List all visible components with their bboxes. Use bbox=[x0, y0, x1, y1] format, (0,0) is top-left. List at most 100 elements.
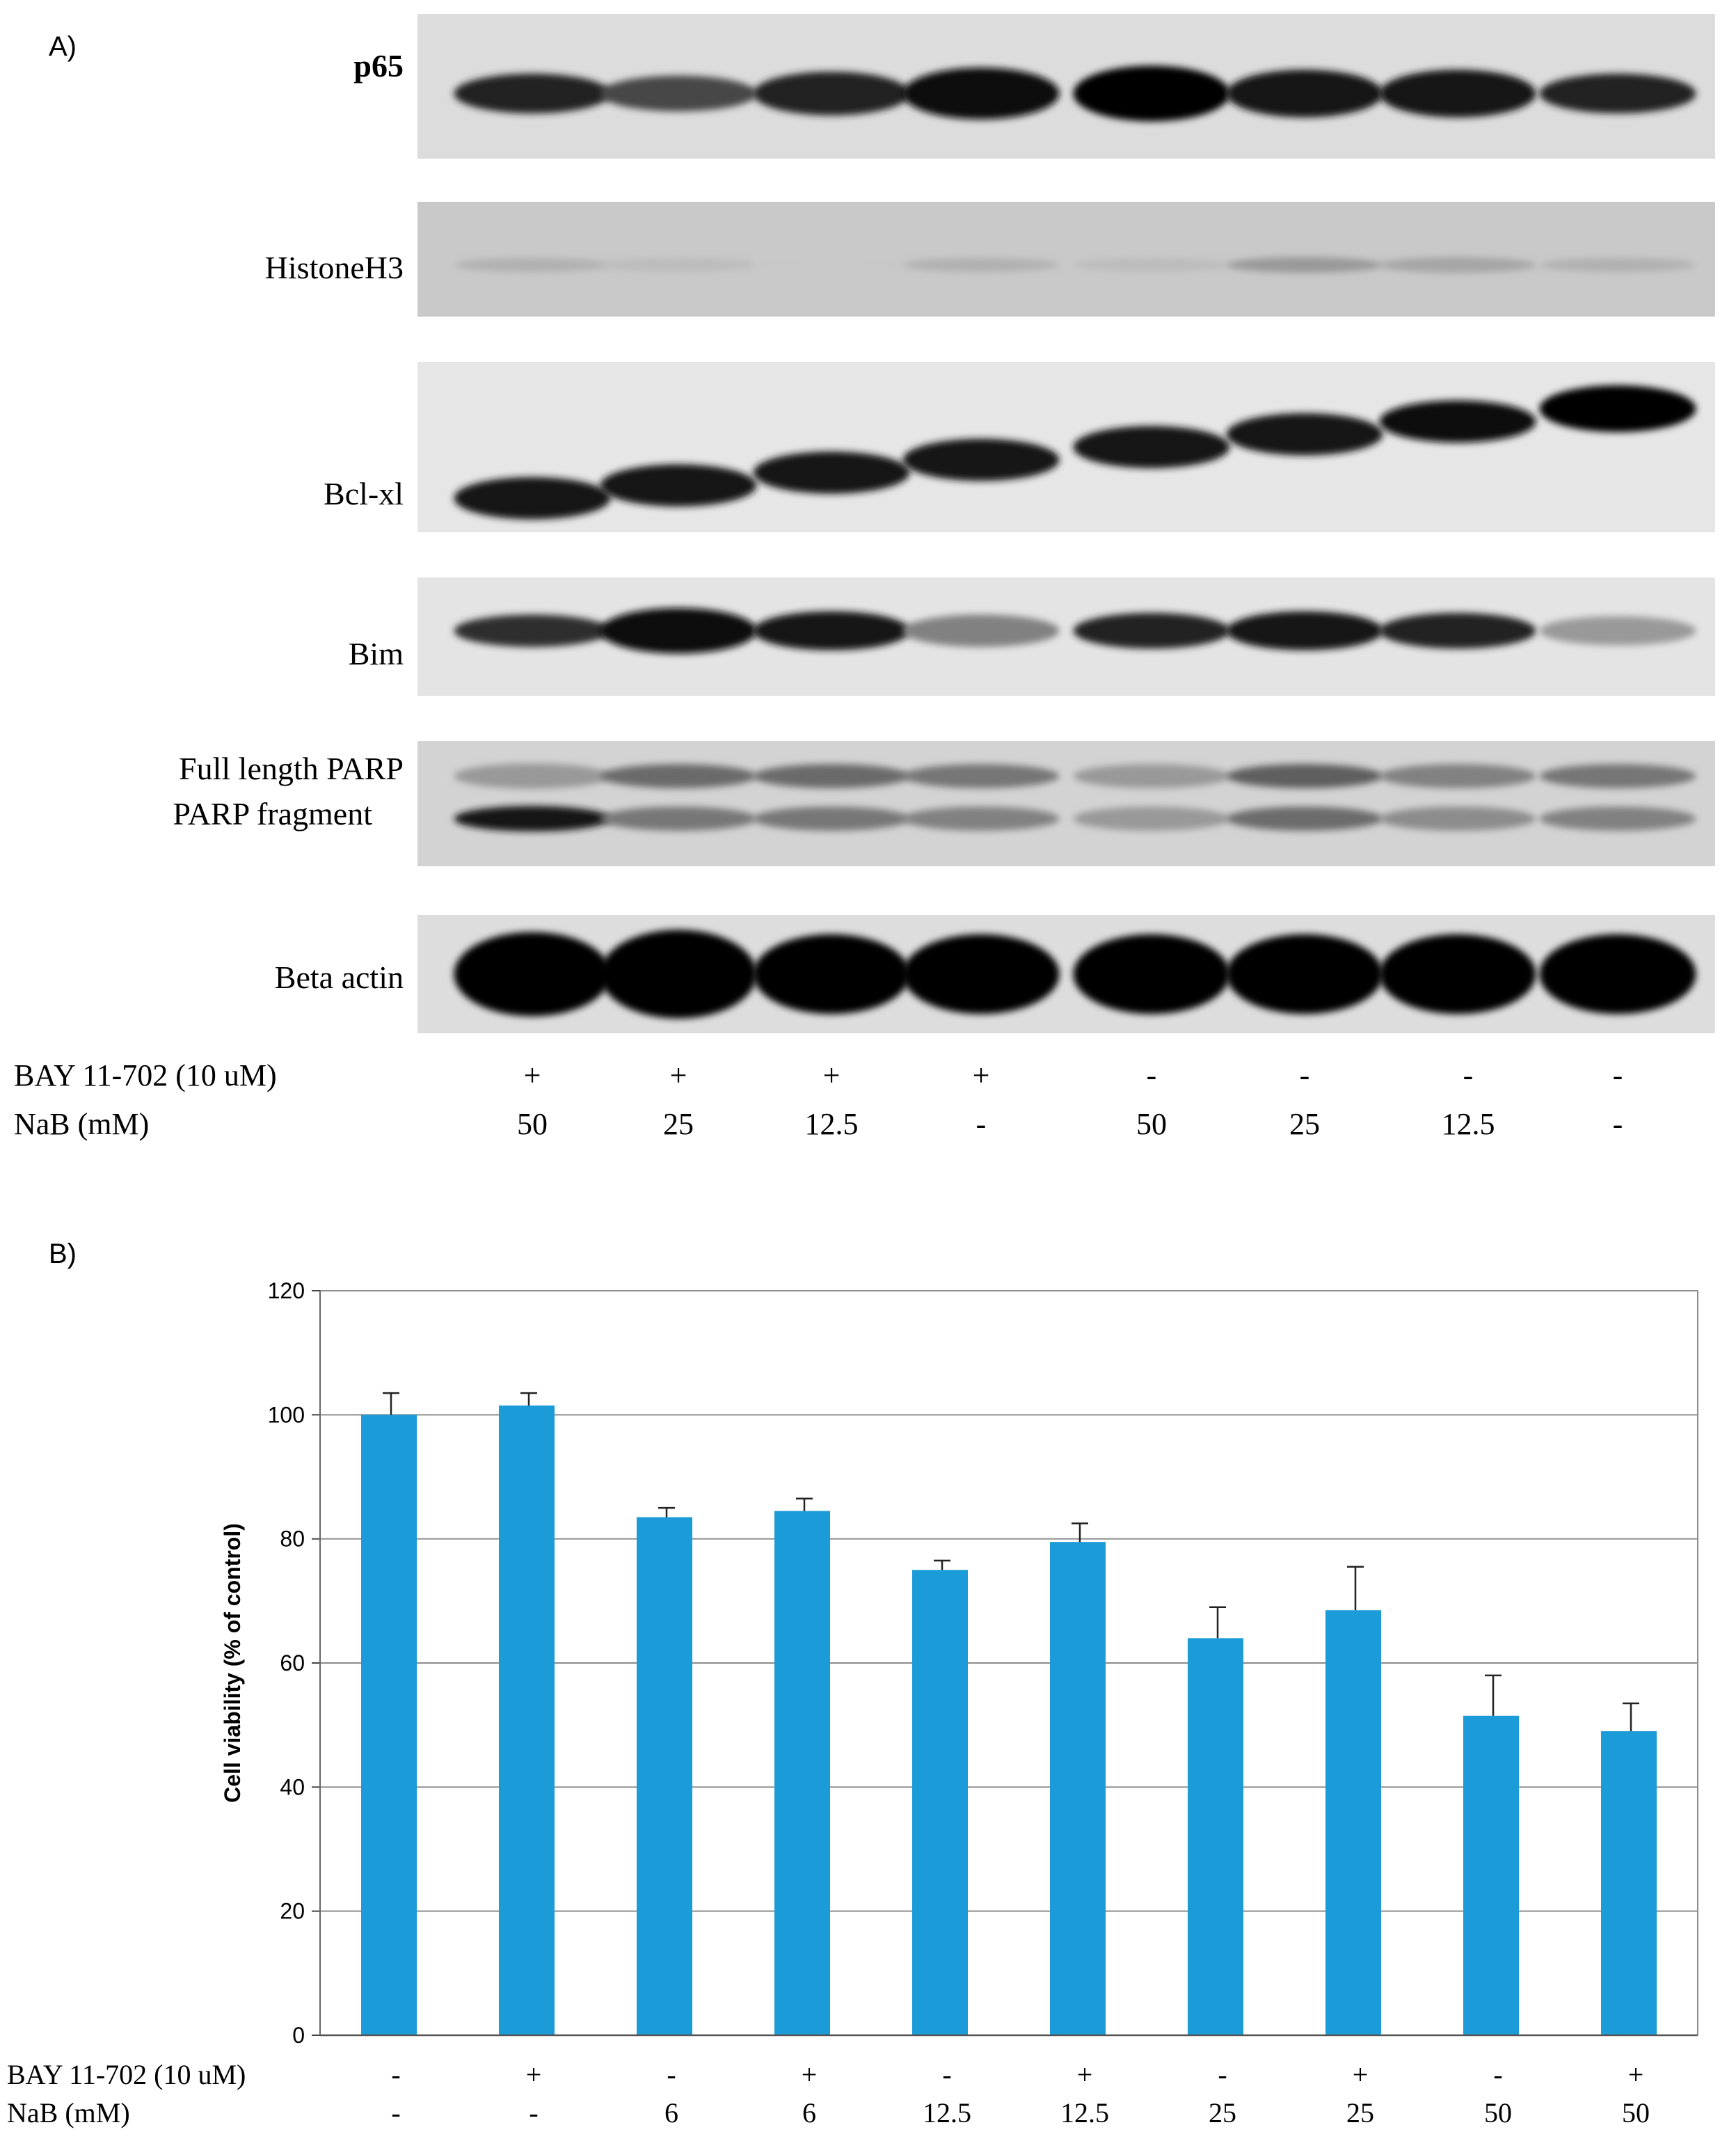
x-condition-value: + bbox=[802, 2059, 818, 2090]
band bbox=[753, 451, 910, 494]
lane-condition-value: 12.5 bbox=[1442, 1107, 1495, 1141]
band-parp-fragment bbox=[600, 806, 757, 831]
blot-strip bbox=[417, 362, 1715, 532]
y-tick-label: 100 bbox=[268, 1402, 305, 1427]
band-full-length-parp bbox=[1226, 764, 1383, 788]
lane-condition-value: + bbox=[973, 1058, 990, 1092]
blot-strip bbox=[417, 741, 1715, 866]
band bbox=[1226, 413, 1383, 456]
panel-a-label: A) bbox=[49, 31, 77, 62]
x-condition-value: + bbox=[526, 2059, 542, 2090]
band-parp-fragment bbox=[1539, 806, 1696, 831]
lane-condition-value: 50 bbox=[517, 1107, 548, 1141]
panel-a-conditions: BAY 11-702 (10 uM) + + + + - - - - NaB (mM) 50 25 12… bbox=[14, 1058, 1623, 1141]
band bbox=[1073, 934, 1230, 1014]
x-condition-value: - bbox=[1493, 2059, 1502, 2090]
band bbox=[600, 75, 757, 112]
band bbox=[753, 257, 910, 272]
x-condition-value: 12.5 bbox=[1060, 2097, 1109, 2128]
lane-condition-value: - bbox=[1463, 1058, 1474, 1092]
y-axis-title: Cell viability (% of control) bbox=[220, 1523, 245, 1803]
blot-label: HistoneH3 bbox=[265, 250, 404, 285]
lane-condition-value: + bbox=[524, 1058, 541, 1092]
bar bbox=[774, 1511, 830, 2035]
bar bbox=[637, 1517, 692, 2035]
band bbox=[1539, 73, 1696, 113]
band bbox=[902, 614, 1060, 647]
blot-label: Beta actin bbox=[275, 960, 404, 995]
x-condition-value: + bbox=[1628, 2059, 1644, 2090]
lane-condition-value: - bbox=[976, 1107, 987, 1141]
y-tick-label: 120 bbox=[268, 1278, 305, 1303]
y-tick-label: 80 bbox=[280, 1527, 305, 1552]
blot-label-secondary: PARP fragment bbox=[173, 796, 372, 831]
blot-0: p65 bbox=[353, 14, 1715, 159]
panel-b-label: B) bbox=[49, 1239, 77, 1269]
band-full-length-parp bbox=[600, 764, 757, 788]
band bbox=[1226, 70, 1383, 118]
y-tick-label: 20 bbox=[280, 1899, 305, 1924]
band-full-length-parp bbox=[1073, 764, 1230, 788]
lane-condition-value: 25 bbox=[1289, 1107, 1320, 1141]
x-condition-value: - bbox=[667, 2059, 676, 2090]
band bbox=[902, 257, 1060, 272]
band bbox=[1073, 257, 1230, 272]
band-parp-fragment bbox=[1073, 806, 1230, 831]
x-condition-value: 50 bbox=[1484, 2097, 1512, 2128]
band bbox=[600, 607, 757, 654]
blot-label: p65 bbox=[353, 48, 404, 83]
band-parp-fragment bbox=[753, 806, 910, 831]
bar bbox=[1050, 1542, 1106, 2035]
x-condition-value: - bbox=[391, 2097, 400, 2128]
y-tick-label: 60 bbox=[280, 1650, 305, 1676]
panel-a-western-blot: A) p65 HistoneH3 Bcl-xl Bim Full length PARP… bbox=[14, 14, 1715, 1141]
y-tick-label: 0 bbox=[292, 2023, 305, 2048]
band bbox=[1379, 257, 1536, 273]
band-parp-fragment bbox=[454, 806, 611, 831]
band-full-length-parp bbox=[1379, 764, 1536, 788]
bar bbox=[1601, 1731, 1657, 2035]
x-condition-value: + bbox=[1353, 2059, 1369, 2090]
x-condition-value: 6 bbox=[664, 2097, 678, 2128]
panel-b-conditions: BAY 11-702 (10 uM) - + - + - + - + - + NaB (mM) - - 6 6… bbox=[7, 2059, 1650, 2128]
x-condition-value: + bbox=[1077, 2059, 1093, 2090]
x-condition-value: 25 bbox=[1346, 2097, 1374, 2128]
x-condition-value: - bbox=[942, 2059, 951, 2090]
blot-label: Full length PARP bbox=[179, 751, 404, 786]
band bbox=[902, 438, 1060, 481]
band bbox=[454, 73, 611, 113]
band-full-length-parp bbox=[902, 764, 1060, 788]
band bbox=[1226, 611, 1383, 651]
blot-label: Bcl-xl bbox=[324, 476, 404, 511]
band bbox=[1226, 257, 1383, 273]
band-parp-fragment bbox=[1226, 806, 1383, 831]
band bbox=[753, 934, 910, 1014]
band-parp-fragment bbox=[902, 806, 1060, 831]
bar bbox=[499, 1405, 555, 2035]
bay-row-label: BAY 11-702 (10 uM) bbox=[7, 2059, 246, 2090]
nab-row-label: NaB (mM) bbox=[7, 2097, 130, 2128]
viability-chart: 0 20 40 60 80 100 120 Cell viability (% of cont… bbox=[220, 1278, 1698, 2048]
bar bbox=[361, 1415, 417, 2035]
x-condition-value: 6 bbox=[802, 2097, 816, 2128]
bay-row-label: BAY 11-702 (10 uM) bbox=[14, 1058, 277, 1092]
band bbox=[1539, 934, 1696, 1014]
bar bbox=[912, 1570, 968, 2035]
lane-condition-value: 25 bbox=[663, 1107, 694, 1141]
band bbox=[1073, 426, 1230, 468]
band bbox=[1073, 65, 1230, 122]
panel-b-bar-chart: B) 0 20 40 60 80 100 120 Cell viability (% of c… bbox=[7, 1239, 1698, 2128]
blot-strips: p65 HistoneH3 Bcl-xl Bim Full length PARP PAR… bbox=[173, 14, 1715, 1033]
blot-4: Full length PARP PARP fragment bbox=[173, 741, 1715, 866]
blot-label: Bim bbox=[349, 636, 404, 671]
band bbox=[1539, 257, 1696, 272]
bar bbox=[1188, 1638, 1243, 2035]
band bbox=[454, 257, 611, 272]
nab-row-label: NaB (mM) bbox=[14, 1107, 149, 1141]
x-condition-value: - bbox=[529, 2097, 538, 2128]
band bbox=[1379, 934, 1536, 1014]
band bbox=[600, 464, 757, 507]
band bbox=[454, 932, 611, 1017]
blot-5: Beta actin bbox=[275, 915, 1715, 1033]
